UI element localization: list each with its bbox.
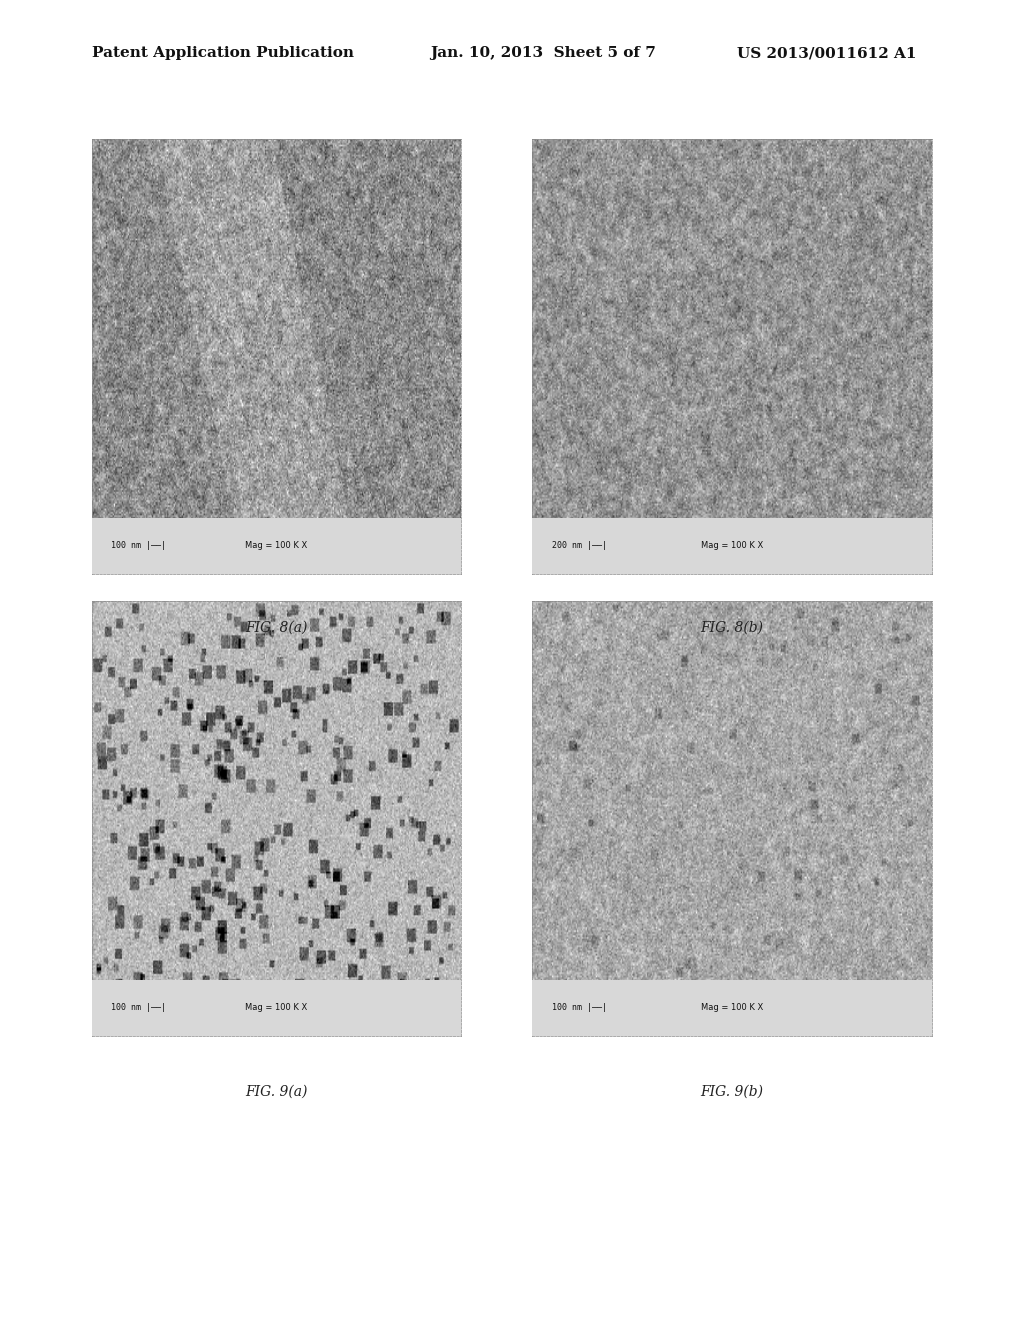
- FancyBboxPatch shape: [92, 517, 461, 574]
- FancyBboxPatch shape: [92, 979, 461, 1036]
- Text: Mag = 100 K X: Mag = 100 K X: [246, 541, 307, 550]
- Text: FIG. 9(a): FIG. 9(a): [246, 1085, 307, 1100]
- Text: 100 nm |——|: 100 nm |——|: [111, 541, 166, 550]
- FancyBboxPatch shape: [532, 517, 932, 574]
- Text: 100 nm |——|: 100 nm |——|: [553, 1003, 607, 1012]
- Text: Mag = 100 K X: Mag = 100 K X: [701, 541, 763, 550]
- Text: FIG. 8(a): FIG. 8(a): [246, 620, 307, 635]
- Text: FIG. 9(b): FIG. 9(b): [700, 1085, 764, 1100]
- FancyBboxPatch shape: [532, 979, 932, 1036]
- Text: Mag = 100 K X: Mag = 100 K X: [701, 1003, 763, 1012]
- Text: Jan. 10, 2013  Sheet 5 of 7: Jan. 10, 2013 Sheet 5 of 7: [430, 46, 656, 61]
- Text: US 2013/0011612 A1: US 2013/0011612 A1: [737, 46, 916, 61]
- Text: FIG. 8(b): FIG. 8(b): [700, 620, 764, 635]
- Text: Mag = 100 K X: Mag = 100 K X: [246, 1003, 307, 1012]
- Text: Patent Application Publication: Patent Application Publication: [92, 46, 354, 61]
- Text: 200 nm |——|: 200 nm |——|: [553, 541, 607, 550]
- Text: 100 nm |——|: 100 nm |——|: [111, 1003, 166, 1012]
